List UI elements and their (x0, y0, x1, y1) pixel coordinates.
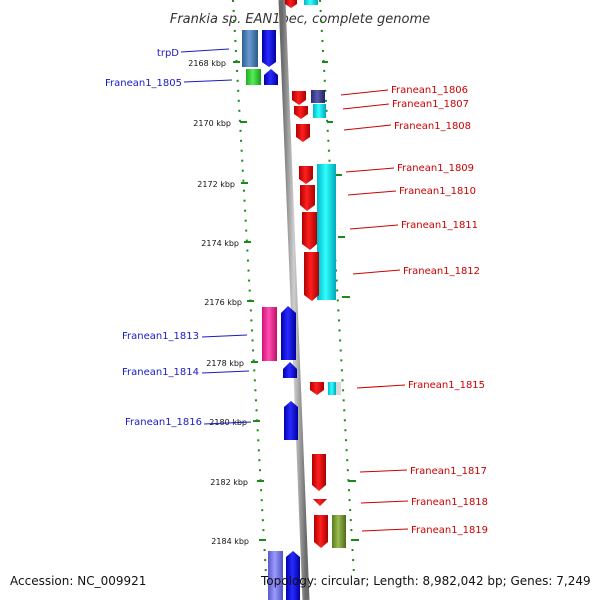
kbp-label: 2168 kbp (188, 59, 226, 68)
gene-franean1-1808[interactable]: Franean1_1808 (296, 121, 471, 142)
gene-label-trpD: trpD (157, 48, 179, 59)
gene-franean1-1805[interactable]: Franean1_1805 (105, 69, 278, 89)
gene-label-franean1-1809: Franean1_1809 (397, 163, 474, 174)
gene-label-franean1-1805: Franean1_1805 (105, 78, 182, 89)
topology-text: Topology: circular; Length: 8,982,042 bp… (261, 574, 591, 588)
gene-label-franean1-1818: Franean1_1818 (411, 497, 488, 508)
gene-label-franean1-1807: Franean1_1807 (392, 99, 469, 110)
gene-franean1-1819[interactable]: Franean1_1819 (314, 515, 488, 548)
gene-label-franean1-1815: Franean1_1815 (408, 380, 485, 391)
track-boundary-outer-left (232, 0, 267, 576)
gene-label-franean1-1814: Franean1_1814 (122, 367, 199, 378)
gene-label-franean1-1806: Franean1_1806 (391, 85, 468, 96)
gene-franean1-1807[interactable]: Franean1_1807 (294, 99, 469, 119)
gene-franean1-1810[interactable]: Franean1_1810 (300, 185, 476, 211)
map-title: Frankia sp. EAN1pec, complete genome (170, 12, 430, 27)
genome-backbone (278, 0, 310, 600)
kbp-label: 2174 kbp (201, 239, 239, 248)
gene-franean1-1806[interactable]: Franean1_1806 (292, 85, 468, 105)
gene-label-franean1-1816: Franean1_1816 (125, 417, 202, 428)
gene-label-franean1-1810: Franean1_1810 (399, 186, 476, 197)
kbp-tick (247, 296, 350, 302)
gene-partial-top (285, 0, 318, 8)
track-boundary-outer-right (319, 0, 355, 576)
gene-label-franean1-1808: Franean1_1808 (394, 121, 471, 132)
gene-franean1-1818[interactable]: Franean1_1818 (313, 497, 488, 508)
gene-partial-bottom (268, 551, 300, 600)
kbp-label: 2182 kbp (210, 478, 248, 487)
kbp-label: 2184 kbp (211, 537, 249, 546)
kbp-label: 2176 kbp (204, 298, 242, 307)
kbp-label: 2172 kbp (197, 180, 235, 189)
gene-franean1-1816[interactable]: Franean1_1816 (125, 401, 298, 440)
gene-franean1-1812[interactable]: Franean1_1812 (304, 252, 480, 301)
gene-label-franean1-1813: Franean1_1813 (122, 331, 199, 342)
gene-label-franean1-1811: Franean1_1811 (401, 220, 478, 231)
gene-franean1-1815[interactable]: Franean1_1815 (310, 380, 485, 395)
gene-label-franean1-1819: Franean1_1819 (411, 525, 488, 536)
gene-label-franean1-1817: Franean1_1817 (410, 466, 487, 477)
kbp-tick (241, 174, 342, 184)
kbp-label: 2178 kbp (206, 359, 244, 368)
kbp-tick (244, 236, 345, 243)
gene-label-franean1-1812: Franean1_1812 (403, 266, 480, 277)
accession-text: Accession: NC_009921 (10, 574, 147, 588)
gene-trpD[interactable]: trpD (157, 30, 276, 67)
gene-franean1-1817[interactable]: Franean1_1817 (312, 454, 487, 491)
gene-franean1-1814[interactable]: Franean1_1814 (122, 362, 297, 378)
kbp-label: 2170 kbp (193, 119, 231, 128)
gene-franean1-1809[interactable]: Franean1_1809 (299, 163, 474, 300)
gene-franean1-1811[interactable]: Franean1_1811 (302, 212, 478, 250)
gene-franean1-1813[interactable]: Franean1_1813 (122, 306, 296, 361)
